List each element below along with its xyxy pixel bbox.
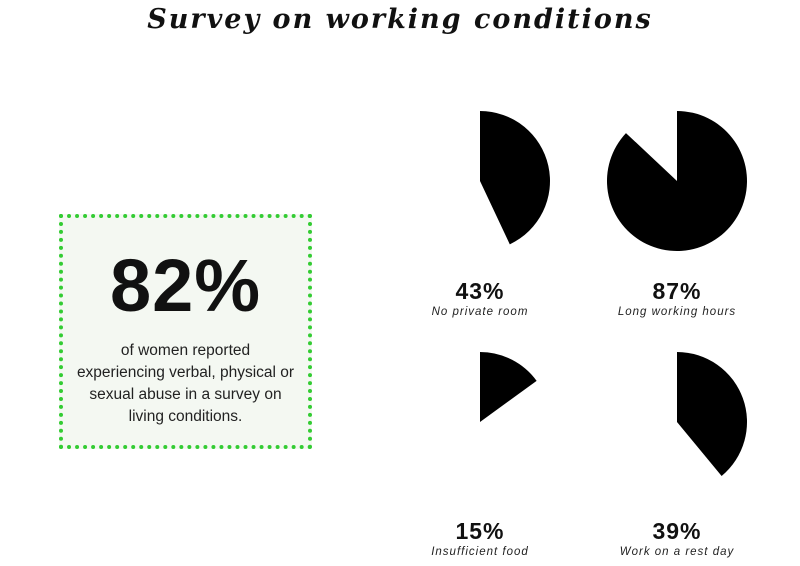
highlight-callout-box: 82% of women reported experiencing verba… <box>59 214 312 449</box>
callout-value: 82% <box>109 244 262 327</box>
value-label-work-on-a-rest-day: 39% <box>652 518 702 544</box>
value-label-long-working-hours: 87% <box>652 278 702 304</box>
chart-title: Survey on working conditions <box>147 4 653 35</box>
pie-no-private-room <box>405 106 555 256</box>
category-label-long-working-hours: Long working hours <box>617 306 737 318</box>
value-label-no-private-room: 43% <box>455 278 505 304</box>
category-label-no-private-room: No private room <box>431 306 529 318</box>
category-label-work-on-a-rest-day: Work on a rest day <box>619 546 735 558</box>
pie-work-on-a-rest-day <box>602 347 752 497</box>
pie-slice-long-working-hours <box>606 111 747 251</box>
pie-slice-insufficient-food <box>480 352 537 422</box>
pie-slice-work-on-a-rest-day <box>677 352 748 476</box>
value-label-insufficient-food: 15% <box>455 518 505 544</box>
pie-long-working-hours <box>602 106 752 256</box>
category-label-insufficient-food: Insufficient food <box>431 546 529 558</box>
callout-description: of women reported experiencing verbal, p… <box>76 342 295 425</box>
pie-insufficient-food <box>405 347 555 497</box>
pie-slice-no-private-room <box>480 111 550 245</box>
